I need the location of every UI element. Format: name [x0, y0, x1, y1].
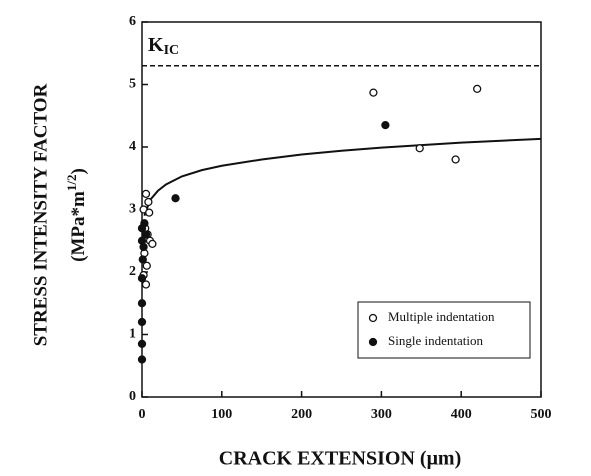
label-sub: IC	[164, 43, 180, 58]
data-point	[473, 84, 482, 94]
y-axis-label: STRESS INTENSITY FACTOR	[30, 83, 51, 346]
legend-box	[357, 301, 531, 359]
data-point	[137, 274, 147, 283]
x-tick-label: 100	[211, 407, 232, 422]
legend-marker	[368, 313, 378, 323]
x-tick-label: 0	[139, 407, 146, 422]
data-point	[139, 242, 148, 252]
fit-curve	[143, 137, 542, 217]
x-tick-label: 300	[371, 407, 392, 422]
data-point	[142, 261, 151, 270]
data-point	[137, 317, 147, 327]
x-tick-label: 200	[291, 407, 312, 422]
data-point	[415, 144, 424, 153]
legend-label: Multiple indentation	[388, 309, 495, 324]
legend-marker	[368, 337, 378, 347]
data-point	[171, 194, 180, 203]
y-tick-label: 4	[129, 139, 136, 154]
unit-sup: 1/2	[64, 175, 79, 192]
data-point	[148, 239, 157, 249]
data-point	[137, 339, 147, 349]
reference-label: KIC	[148, 34, 179, 59]
data-point	[141, 230, 151, 239]
x-axis-label: CRACK EXTENSION (μm)	[219, 448, 461, 470]
data-point	[144, 197, 153, 207]
y-tick-label: 6	[129, 14, 136, 29]
y-tick-label: 3	[129, 202, 136, 217]
data-point	[451, 155, 460, 164]
unit-text: (MPa*m	[68, 191, 89, 262]
data-point	[145, 208, 154, 217]
data-point	[369, 88, 378, 97]
data-point	[141, 280, 151, 289]
y-tick-label: 5	[129, 77, 136, 92]
label-main: K	[148, 34, 164, 56]
data-point	[140, 219, 149, 228]
unit-end: )	[68, 168, 89, 174]
data-point	[137, 355, 147, 364]
data-point	[137, 299, 147, 308]
data-point	[141, 189, 151, 199]
y-tick-label: 2	[129, 264, 136, 279]
y-tick-label: 0	[129, 389, 136, 404]
x-tick-label: 500	[531, 407, 552, 422]
data-point	[381, 120, 390, 130]
legend-label: Single indentation	[388, 333, 483, 348]
x-tick-label: 400	[451, 407, 472, 422]
y-tick-label: 1	[129, 327, 136, 342]
y-axis-unit: (MPa*m1/2)	[64, 168, 89, 262]
data-point	[138, 255, 147, 264]
